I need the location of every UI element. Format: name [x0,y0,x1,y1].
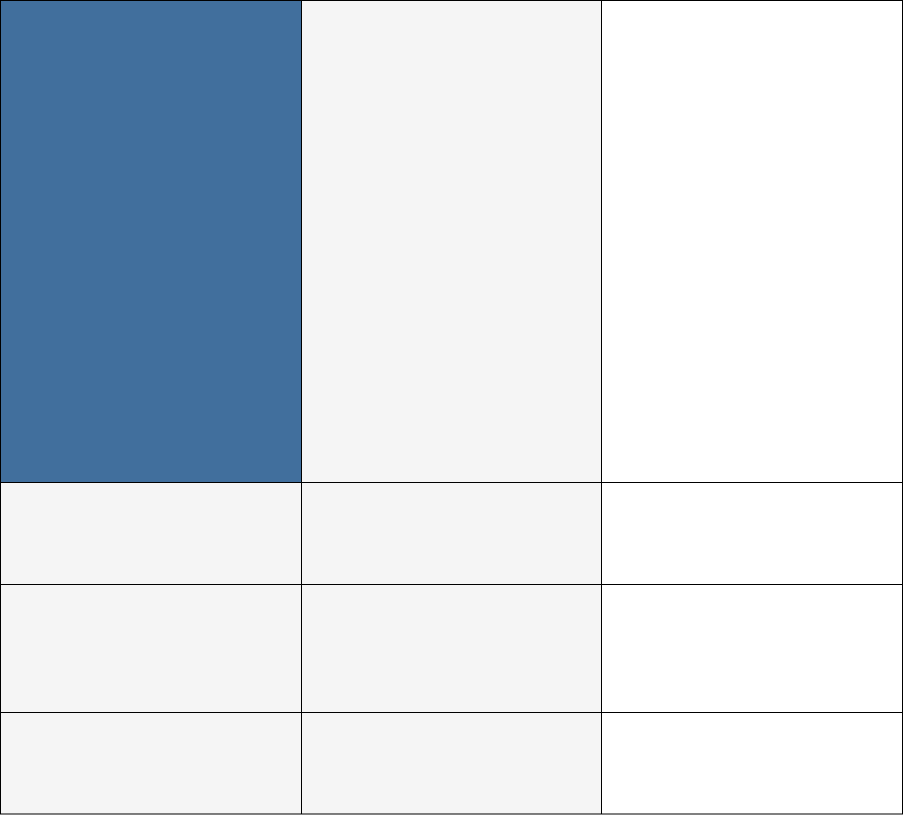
cell [601,0,903,483]
cell [0,712,302,815]
cell [0,482,302,585]
row [0,482,903,585]
cell [301,482,602,585]
cell [601,712,903,815]
cell [301,712,602,815]
cell [601,584,903,713]
row [0,584,903,713]
row [0,0,903,483]
cell [301,0,602,483]
cell [301,584,602,713]
row [0,712,903,815]
cell [0,584,302,713]
cell [601,482,903,585]
cell [0,0,302,483]
